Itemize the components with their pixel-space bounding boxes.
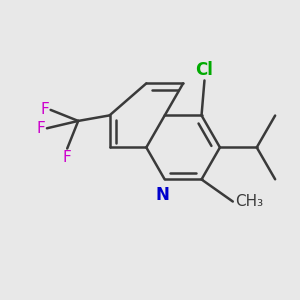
Text: Cl: Cl (196, 61, 213, 79)
Text: N: N (156, 186, 170, 204)
Text: F: F (63, 150, 72, 165)
Text: F: F (40, 102, 49, 117)
Text: CH₃: CH₃ (235, 194, 263, 209)
Text: F: F (36, 121, 45, 136)
